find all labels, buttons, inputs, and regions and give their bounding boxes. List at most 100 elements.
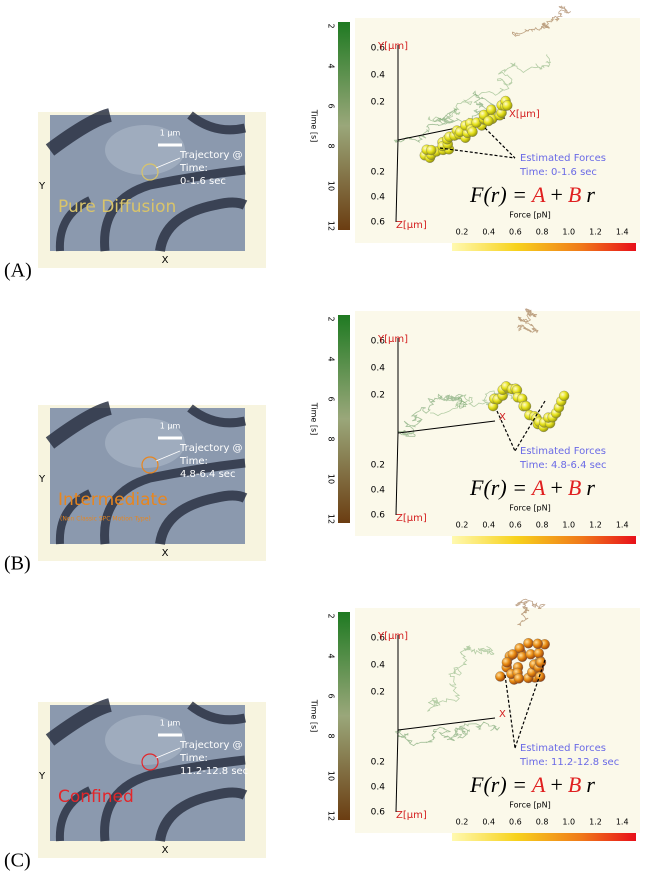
- force-sphere: [486, 104, 497, 115]
- cell-edge: [187, 111, 247, 135]
- time-colorbar: [338, 612, 350, 820]
- pointer: [155, 157, 181, 169]
- time-value: 4.8-6.4 sec: [180, 469, 235, 480]
- cell-edge: [155, 490, 248, 545]
- time-tick-label: 4: [327, 63, 336, 68]
- force-tick-label: 0.8: [536, 228, 549, 237]
- force-sphere: [426, 144, 437, 156]
- image-x-axis: X: [162, 845, 169, 856]
- force-tick-label: 0.2: [456, 818, 469, 827]
- formula-part: A: [530, 182, 546, 207]
- formula-part: r: [586, 182, 595, 207]
- z-tick-label: 0.2: [371, 461, 385, 471]
- time-text: Time:: [179, 456, 208, 467]
- force-tick-label: 0.2: [456, 521, 469, 530]
- trajectory-text: Trajectory @: [179, 740, 243, 751]
- image-x-axis: X: [162, 548, 169, 559]
- z-tick-label: 0.4: [371, 783, 386, 793]
- annotation-time: Time: 0-1.6 sec: [519, 167, 597, 178]
- time-value: 0-1.6 sec: [180, 176, 226, 187]
- time-tick-label: 6: [327, 396, 336, 401]
- y-tick-label: 0.6: [371, 634, 386, 644]
- formula-part: F(r) =: [469, 475, 527, 500]
- image-y-axis: Y: [38, 771, 46, 782]
- dashed-pointer: [496, 410, 516, 452]
- y-axis-label: Y[µm]: [377, 334, 408, 345]
- time-text: Time:: [179, 753, 208, 764]
- force-sphere: [507, 649, 518, 660]
- panel: (C) 1 µm Trajectory @ Time: 11.2-12.8 sec Con…: [4, 598, 640, 872]
- force-sphere: [483, 115, 494, 127]
- force-axis-label: Force [pN]: [509, 504, 551, 513]
- time-axis-label: Time [s]: [310, 699, 319, 733]
- time-colorbar: [338, 22, 350, 230]
- force-sphere: [558, 390, 570, 402]
- scale-label: 1 µm: [160, 129, 181, 138]
- force-sphere: [535, 671, 546, 682]
- formula-part: r: [586, 475, 595, 500]
- axis-x: [397, 420, 496, 434]
- time-tick-label: 4: [327, 356, 336, 361]
- time-tick-label: 12: [327, 811, 336, 821]
- force-sphere: [513, 673, 525, 684]
- cell-body: [105, 418, 185, 468]
- z-tick-label: 0.2: [371, 168, 385, 178]
- trajectory-text: Trajectory @: [179, 443, 243, 454]
- trajectory-path: [393, 90, 496, 143]
- time-tick-label: 8: [327, 143, 336, 148]
- motion-type: Intermediate: [58, 490, 168, 510]
- force-colorbar: [452, 243, 636, 251]
- formula-part: B: [568, 772, 581, 797]
- z-tick-label: 0.2: [371, 758, 385, 768]
- force-tick-label: 1.4: [616, 521, 629, 530]
- annotation: Estimated Forces: [520, 743, 606, 754]
- pointer: [155, 450, 181, 462]
- trajectory-path: [394, 721, 500, 747]
- time-tick-label: 2: [327, 23, 336, 28]
- y-tick-label: 0.2: [371, 98, 385, 108]
- trajectory-path: [512, 5, 572, 37]
- panel: (B) 1 µm Trajectory @ Time: 4.8-6.4 sec Inter…: [4, 308, 640, 575]
- force-tick-label: 0.2: [456, 228, 469, 237]
- plot-background: [355, 311, 640, 536]
- annotation-time: Time: 4.8-6.4 sec: [519, 460, 606, 471]
- force-sphere: [502, 100, 513, 111]
- formula-part: B: [568, 475, 581, 500]
- formula-part: +: [550, 475, 562, 500]
- image-y-axis: Y: [38, 181, 46, 192]
- cell-edge: [155, 787, 248, 842]
- cell-edge: [55, 196, 92, 252]
- cell-edge: [45, 108, 112, 156]
- motion-type: Confined: [58, 787, 134, 807]
- cell-edge: [55, 489, 92, 545]
- x-axis-label: X: [499, 412, 506, 423]
- z-axis-label: Z[µm]: [396, 810, 427, 821]
- dashed-pointer: [439, 147, 516, 159]
- force-sphere: [532, 638, 543, 649]
- image-x-axis: X: [162, 255, 169, 266]
- scale-label: 1 µm: [160, 719, 181, 728]
- z-axis-label: Z[µm]: [396, 220, 427, 231]
- force-colorbar: [452, 536, 636, 544]
- z-tick-label: 0.6: [371, 808, 386, 818]
- time-tick-label: 10: [327, 771, 336, 781]
- trajectory-path: [514, 598, 546, 626]
- time-tick-label: 2: [327, 316, 336, 321]
- panel-label: (C): [4, 850, 31, 872]
- cell-body: [105, 715, 185, 765]
- force-tick-label: 0.8: [536, 521, 549, 530]
- time-tick-label: 8: [327, 436, 336, 441]
- annotation-time: Time: 11.2-12.8 sec: [519, 757, 619, 768]
- plot-background: [355, 18, 640, 243]
- y-tick-label: 0.4: [371, 661, 386, 671]
- force-axis-label: Force [pN]: [509, 801, 551, 810]
- y-tick-label: 0.2: [371, 688, 385, 698]
- y-axis-label: Y[µm]: [377, 41, 408, 52]
- time-tick-label: 8: [327, 733, 336, 738]
- motion-type: Pure Diffusion: [58, 197, 176, 217]
- force-colorbar: [452, 833, 636, 841]
- trajectory-marker: [141, 753, 159, 771]
